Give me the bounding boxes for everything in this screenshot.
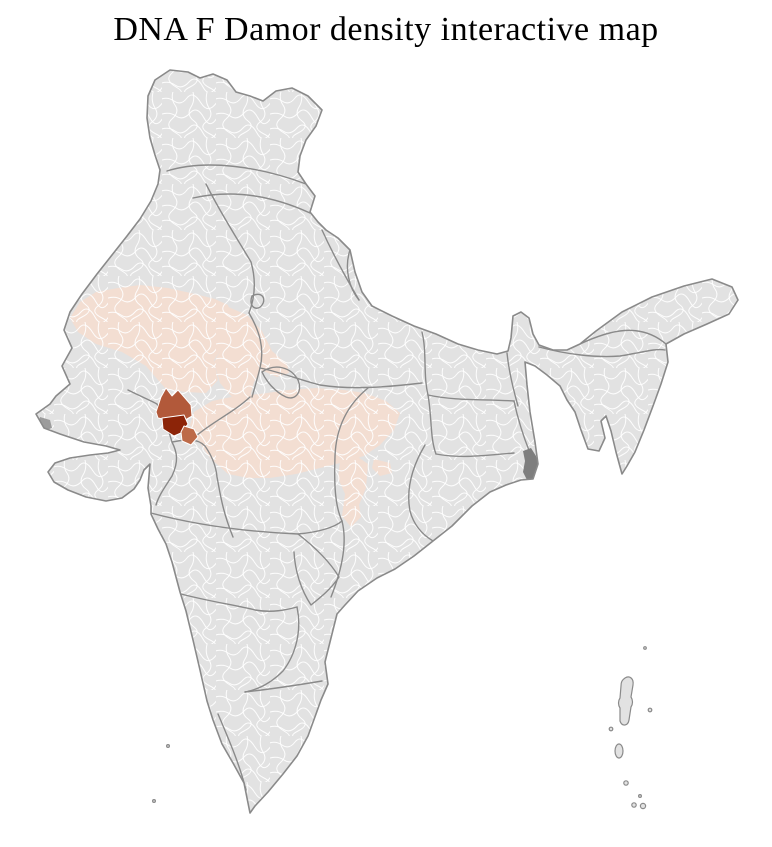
lakshadweep-islands[interactable]	[152, 743, 171, 803]
state-borders	[127, 164, 667, 791]
map-title: DNA F Damor density interactive map	[113, 11, 659, 48]
andaman-nicobar-islands[interactable]	[608, 646, 653, 810]
highlight-districts	[155, 387, 199, 446]
district-medium-density-south[interactable]	[180, 425, 199, 446]
